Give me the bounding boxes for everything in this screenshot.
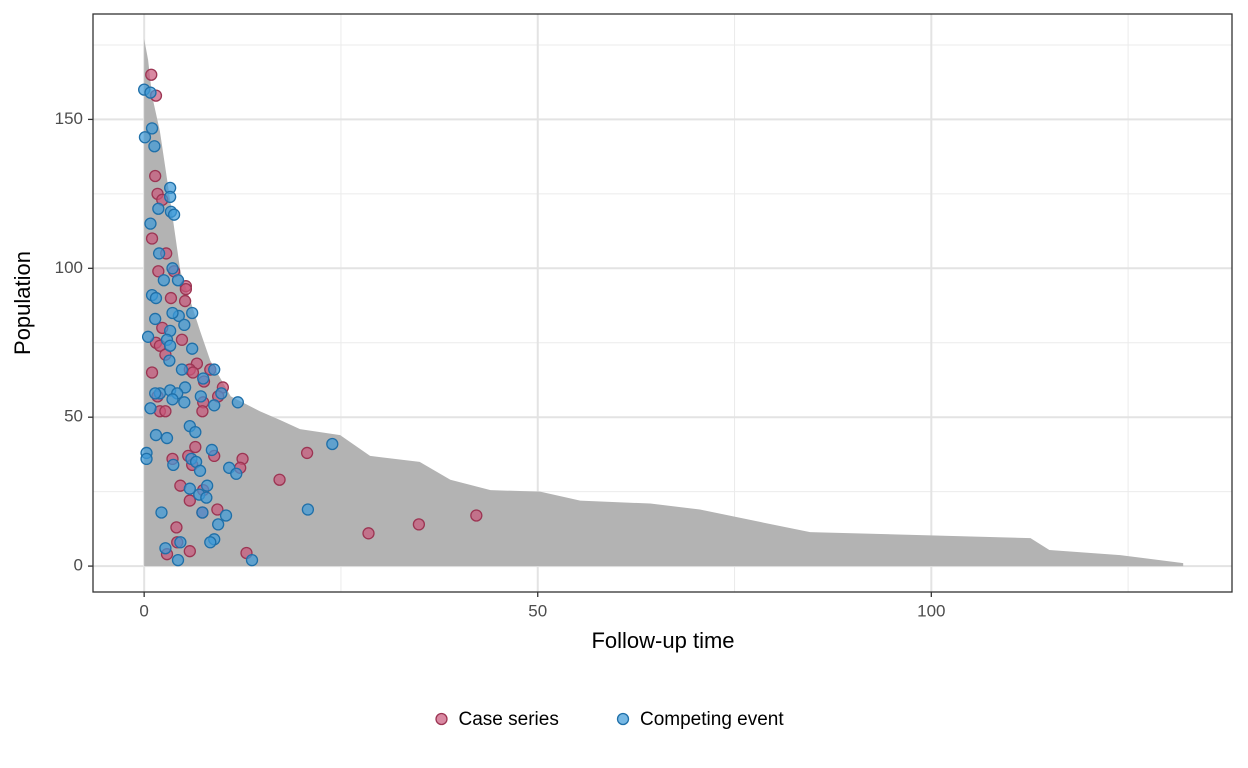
point [166,262,179,275]
point [167,208,181,221]
y-tick-label: 50 [64,407,83,426]
point [186,366,200,379]
point [141,330,155,343]
point [412,518,426,531]
point [196,506,209,519]
point [163,354,176,367]
x-tick-label: 50 [528,601,547,620]
point [152,247,166,260]
point [145,68,158,81]
point [166,306,179,320]
point [212,518,225,531]
legend-label: Case series [459,709,559,730]
point [200,479,214,492]
x-tick-label: 0 [139,601,148,620]
y-tick-label: 0 [74,556,83,575]
point [144,217,157,230]
point [219,509,233,522]
point [166,393,179,406]
point [149,312,162,326]
point [362,527,375,540]
y-tick-label: 100 [55,258,83,277]
point [193,464,207,477]
point [138,131,152,144]
point [152,202,165,215]
point [178,294,192,308]
population-area [144,39,1184,567]
point [230,467,243,480]
point [171,553,185,567]
point [470,509,483,522]
point [200,491,213,504]
point [178,396,191,409]
legend-marker [616,712,630,726]
point [155,506,168,519]
point [189,440,202,454]
point [149,169,162,183]
legend-label: Competing event [640,709,784,730]
point [194,390,207,403]
point [159,542,172,555]
point [245,553,259,567]
point [204,536,217,549]
point [148,140,161,153]
point [183,545,196,558]
point [215,387,228,400]
point [189,425,202,439]
point [175,363,189,376]
point [152,265,165,278]
point [171,274,185,287]
point [231,396,244,409]
point [144,402,157,415]
point [183,482,196,495]
x-tick-label: 100 [917,601,945,620]
plot-border [92,13,1233,593]
point [149,428,163,442]
point [163,339,177,352]
point [301,503,315,516]
point [157,274,170,287]
point [145,366,159,379]
point [159,405,172,418]
point [163,190,177,203]
point [140,452,153,466]
point [183,494,196,507]
point [164,291,178,305]
point [149,387,162,400]
point [186,306,199,320]
point [205,443,219,457]
point [197,372,210,385]
point [144,86,157,99]
point [208,363,221,376]
point [167,458,180,471]
point [196,405,209,418]
point [178,318,191,332]
point [174,536,187,549]
point [273,473,286,486]
point [160,431,174,445]
y-tick-label: 150 [55,109,83,128]
point [149,291,163,305]
y-axis-title: Population [10,251,35,355]
point [300,446,314,460]
point [145,232,159,245]
point [145,122,159,135]
point [326,437,339,451]
x-axis-title: Follow-up time [591,628,734,653]
point [170,521,183,534]
point [208,399,221,412]
point [179,283,193,296]
legend-marker [435,712,448,726]
point [175,333,189,346]
point [211,503,224,516]
point [186,342,199,355]
